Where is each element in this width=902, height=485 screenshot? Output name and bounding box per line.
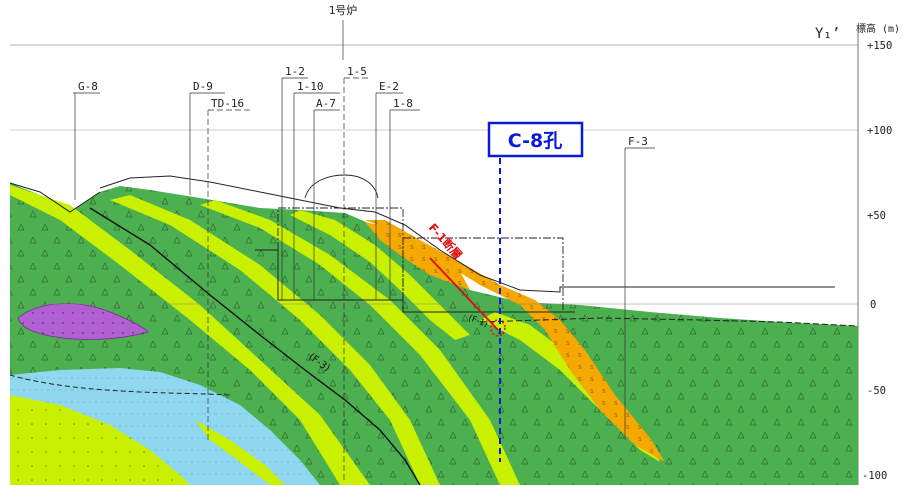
yellow-green-lower-band [195, 420, 285, 485]
reactor-dome [304, 174, 379, 199]
tick-minus50: -50 [867, 385, 886, 397]
dashed-boundary-blue [9, 374, 231, 396]
borehole-leaders [73, 20, 655, 480]
borehole-g8-label: G-8 [78, 80, 98, 93]
borehole-a7-label: A-7 [316, 97, 336, 110]
tick-minus100: -100 [862, 470, 887, 482]
orange-altered-zone [365, 220, 665, 462]
c8-label-box [487, 121, 584, 158]
borehole-d9-label: D-9 [193, 80, 213, 93]
f1-intersection-marker [490, 319, 506, 337]
ground-surface [99, 175, 835, 293]
yellow-green-band-2 [110, 195, 440, 485]
tick-50: +50 [867, 210, 886, 222]
borehole-1-2-label: 1-2 [285, 65, 305, 78]
borehole-td16-label: TD-16 [211, 97, 244, 110]
yellow-green-band-1 [10, 185, 370, 485]
section-label: Y₁’ [815, 26, 840, 42]
borehole-1-5-label: 1-5 [347, 65, 367, 78]
ground-surface-left [9, 182, 101, 213]
borehole-e2-label: E-2 [379, 80, 399, 93]
dashed-boundary-right [479, 317, 859, 327]
tick-150: +150 [867, 40, 892, 52]
f1-fault-line [429, 257, 499, 331]
c8-label: C-8孔 [508, 130, 563, 152]
tick-100: +100 [867, 125, 892, 137]
foundation-line [255, 249, 575, 313]
borehole-f3-label: F-3 [628, 135, 648, 148]
yellow-green-band-3 [200, 200, 520, 485]
tick-0: 0 [870, 299, 876, 311]
yellow-green-lower-left [10, 395, 190, 485]
reactor-label: 1号炉 [329, 4, 358, 17]
borehole-1-8-label: 1-8 [393, 97, 413, 110]
elevation-unit-label: 標高 (m) [856, 22, 900, 35]
yellow-green-band-4 [290, 210, 470, 340]
borehole-1-10-label: 1-10 [297, 80, 324, 93]
f3-fault-line [89, 207, 421, 485]
